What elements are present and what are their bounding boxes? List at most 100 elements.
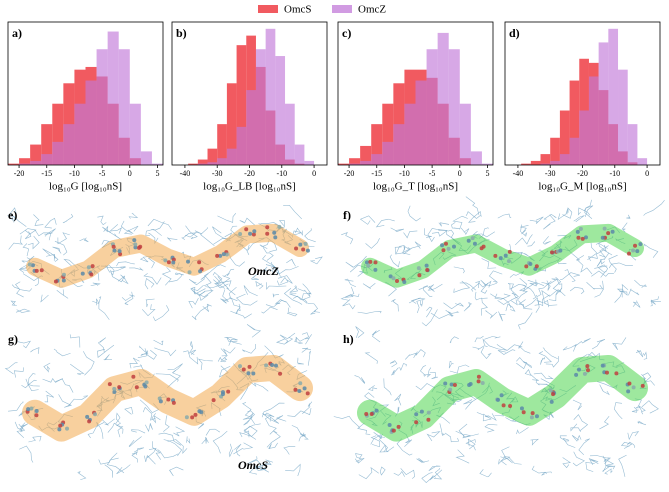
backbone-line (82, 351, 95, 376)
heme-atom (479, 246, 484, 251)
heme-atom (583, 235, 588, 240)
x-axis-label: log₁₀G_LB [log₁₀nS] (203, 181, 296, 193)
backbone-line (217, 355, 229, 362)
heme-atom (476, 379, 481, 384)
heme-atom (211, 398, 216, 403)
backbone-line (184, 230, 202, 238)
backbone-line (559, 435, 570, 442)
histogram-bar (382, 103, 394, 165)
backbone-line (533, 372, 554, 380)
backbone-line (474, 335, 484, 343)
heme-atom (493, 253, 498, 258)
backbone-line (494, 293, 511, 300)
backbone-line (279, 332, 296, 344)
backbone-line (628, 288, 640, 296)
backbone-line (128, 436, 142, 447)
heme-atom (373, 267, 378, 272)
backbone-line (228, 443, 234, 458)
histogram-bar (207, 148, 218, 165)
backbone-line (634, 279, 647, 288)
heme-atom (528, 262, 533, 267)
backbone-line (368, 385, 378, 391)
heme-atom (521, 410, 526, 415)
backbone-line (354, 375, 366, 384)
backbone-line (239, 217, 255, 226)
backbone-line (27, 383, 40, 391)
backbone-line (24, 230, 32, 240)
backbone-line (115, 422, 124, 438)
histogram-bar (151, 163, 163, 165)
backbone-line (602, 465, 616, 472)
backbone-line (213, 279, 232, 287)
backbone-line (599, 416, 610, 430)
backbone-line (224, 337, 238, 346)
backbone-line (202, 303, 212, 312)
backbone-line (390, 227, 404, 233)
backbone-line (642, 351, 648, 360)
backbone-line (333, 415, 361, 428)
histogram-bar (550, 160, 560, 165)
heme-atom (166, 260, 171, 265)
histogram-bar (140, 151, 152, 165)
backbone-line (423, 367, 432, 378)
backbone-line (212, 226, 231, 242)
heme-atom (131, 374, 136, 379)
backbone-line (54, 378, 74, 393)
histogram-bar (129, 103, 141, 165)
backbone-line (518, 297, 539, 308)
heme-atom (61, 278, 66, 283)
backbone-line (570, 423, 581, 433)
backbone-line (626, 214, 631, 219)
backbone-line (302, 401, 313, 414)
backbone-line (253, 465, 267, 471)
x-axis-label: log₁₀G_M [log₁₀nS] (538, 181, 626, 193)
heme-atom (166, 397, 171, 402)
heme-atom (640, 383, 645, 388)
heme-atom (273, 235, 278, 240)
heme-atom (293, 387, 298, 392)
backbone-line (395, 245, 405, 254)
backbone-line (283, 204, 302, 220)
backbone-line (500, 456, 513, 464)
backbone-line (243, 285, 258, 297)
backbone-line (444, 432, 459, 443)
backbone-line (455, 430, 479, 439)
backbone-line (264, 459, 274, 466)
backbone-line (511, 292, 518, 299)
backbone-line (573, 215, 585, 223)
histogram-bar (236, 45, 247, 165)
backbone-line (255, 280, 264, 290)
histogram-bar (74, 103, 86, 165)
heme-atom (499, 393, 504, 398)
backbone-line (15, 281, 24, 298)
heme-atom (585, 364, 590, 369)
backbone-line (42, 248, 59, 262)
backbone-line (233, 442, 254, 455)
backbone-line (7, 213, 27, 227)
backbone-line (538, 351, 552, 363)
heme-atom (158, 399, 163, 404)
heme-atom (34, 413, 39, 418)
backbone-line (291, 230, 303, 238)
backbone-line (482, 338, 507, 351)
heme-atom (246, 371, 251, 376)
heme-atom (273, 363, 278, 368)
heme-atom (449, 382, 454, 387)
backbone-line (602, 455, 615, 472)
heme-atom (218, 253, 223, 258)
heme-atom (221, 252, 226, 257)
backbone-line (33, 214, 44, 226)
histogram-bar (118, 49, 130, 165)
backbone-line (555, 278, 563, 296)
x-tick-label: -10 (399, 169, 410, 178)
backbone-line (548, 289, 566, 302)
backbone-line (131, 451, 138, 463)
backbone-line (527, 241, 536, 247)
backbone-line (212, 430, 228, 454)
legend-label: OmcS (284, 4, 312, 16)
panel-label: c) (342, 26, 351, 40)
heme-atom (495, 397, 500, 402)
backbone-line (340, 293, 360, 301)
backbone-line (614, 402, 623, 420)
